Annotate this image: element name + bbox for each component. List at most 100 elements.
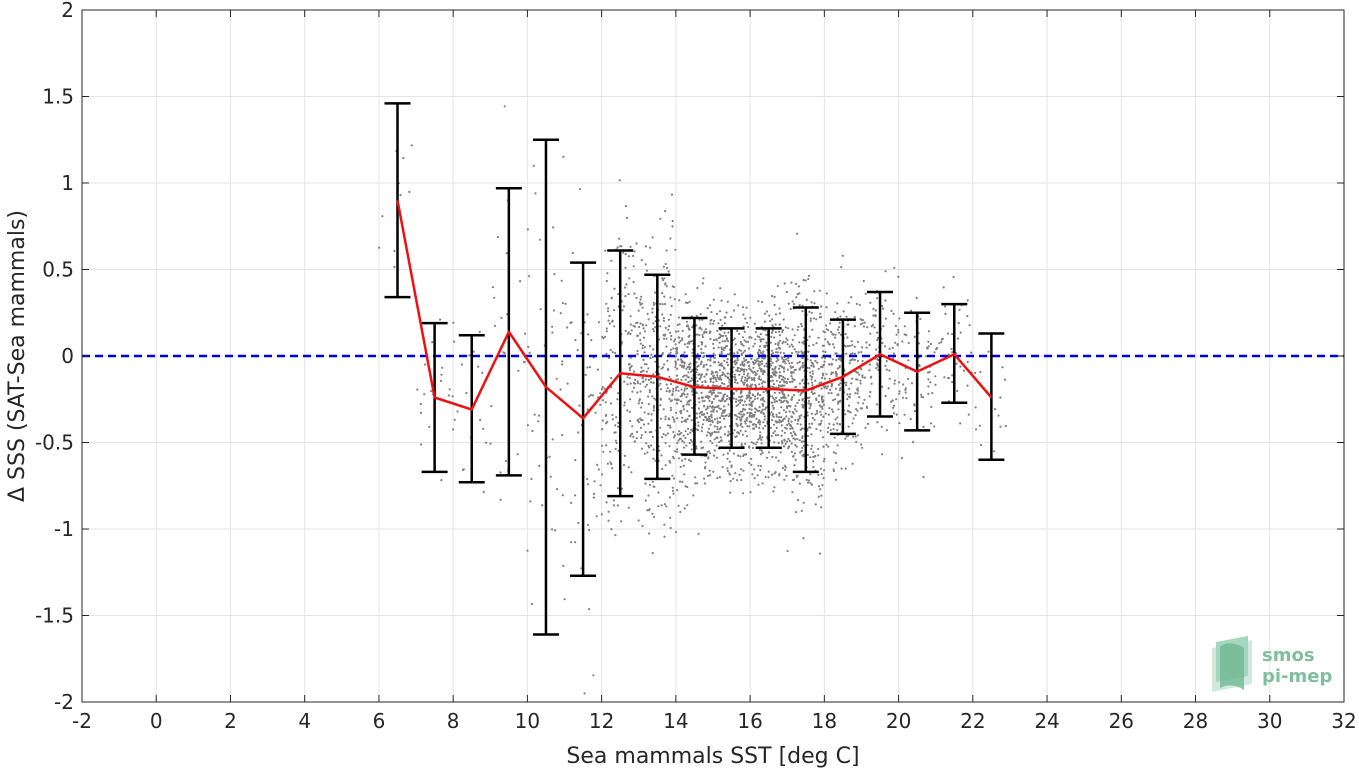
scatter-point [765, 362, 768, 365]
scatter-point [719, 336, 722, 339]
scatter-point [774, 313, 778, 316]
scatter-point [707, 384, 710, 387]
scatter-point [947, 376, 950, 380]
scatter-point [884, 270, 887, 273]
scatter-point [966, 360, 969, 364]
scatter-point [870, 375, 873, 378]
scatter-point [743, 370, 746, 373]
scatter-point [780, 401, 783, 404]
scatter-point [639, 382, 642, 385]
scatter-point [601, 419, 605, 422]
scatter-point [526, 228, 530, 231]
scatter-point [701, 335, 705, 339]
scatter-point [778, 339, 782, 342]
scatter-point [738, 412, 741, 415]
scatter-point [784, 326, 787, 329]
scatter-point [801, 304, 804, 307]
scatter-point [769, 360, 772, 363]
scatter-point [769, 341, 773, 344]
scatter-point [861, 446, 864, 449]
scatter-point [856, 359, 860, 362]
scatter-point [623, 380, 626, 383]
scatter-point [771, 375, 774, 379]
scatter-point [628, 369, 632, 372]
scatter-point [594, 411, 597, 414]
scatter-point [785, 290, 789, 293]
scatter-point [856, 409, 859, 412]
scatter-point [820, 381, 823, 384]
scatter-point [861, 376, 864, 379]
scatter-point [890, 309, 893, 312]
scatter-point [408, 190, 411, 193]
scatter-point [790, 343, 793, 346]
scatter-point [669, 237, 672, 240]
scatter-point [704, 395, 707, 399]
scatter-point [824, 338, 827, 341]
scatter-point [861, 319, 865, 322]
scatter-point [686, 346, 689, 349]
scatter-point [649, 356, 652, 360]
scatter-point [719, 334, 723, 337]
scatter-point [650, 419, 653, 422]
scatter-point [604, 249, 607, 252]
scatter-point [709, 434, 712, 437]
scatter-point [935, 346, 939, 350]
scatter-point [755, 423, 758, 426]
scatter-point [881, 385, 884, 388]
scatter-point [608, 314, 611, 318]
scatter-point [796, 361, 799, 364]
scatter-point [815, 318, 818, 321]
scatter-point [613, 287, 616, 290]
scatter-point [847, 434, 850, 437]
scatter-point [822, 460, 826, 463]
scatter-point [626, 376, 629, 379]
scatter-point [753, 477, 756, 480]
scatter-point [761, 382, 764, 385]
scatter-point [806, 444, 809, 447]
scatter-point [798, 341, 801, 344]
scatter-point [677, 439, 680, 442]
scatter-point [684, 430, 687, 433]
scatter-point [722, 453, 725, 456]
scatter-point [679, 410, 682, 413]
scatter-point [664, 302, 667, 306]
scatter-point [844, 437, 847, 440]
scatter-point [798, 304, 801, 307]
scatter-point [802, 364, 805, 367]
scatter-point [683, 343, 687, 346]
scatter-point [788, 445, 791, 448]
scatter-point [772, 432, 775, 435]
scatter-point [709, 423, 712, 426]
scatter-point [721, 324, 724, 327]
scatter-point [647, 395, 650, 398]
scatter-point [798, 482, 801, 485]
scatter-point [951, 374, 954, 377]
scatter-point [453, 418, 456, 421]
scatter-point [537, 420, 540, 423]
scatter-point [605, 279, 608, 283]
scatter-point [677, 457, 681, 460]
scatter-point [794, 404, 797, 407]
scatter-point [447, 394, 450, 397]
scatter-point [678, 299, 681, 302]
scatter-point [683, 441, 686, 444]
scatter-point [847, 425, 850, 428]
scatter-point [664, 434, 667, 437]
scatter-point [672, 436, 676, 439]
scatter-point [842, 310, 845, 313]
scatter-point [966, 315, 969, 318]
scatter-point [702, 413, 705, 416]
scatter-point [745, 379, 749, 383]
scatter-point [761, 403, 765, 406]
scatter-point [718, 476, 722, 479]
scatter-point [827, 413, 830, 416]
scatter-point [747, 347, 751, 350]
scatter-point [697, 345, 700, 348]
scatter-point [716, 428, 719, 431]
scatter-point [849, 359, 853, 362]
scatter-point [809, 374, 812, 377]
x-tick-label: 24 [1034, 709, 1059, 733]
scatter-point [564, 302, 567, 305]
scatter-point [729, 491, 732, 494]
scatter-point [720, 348, 724, 351]
